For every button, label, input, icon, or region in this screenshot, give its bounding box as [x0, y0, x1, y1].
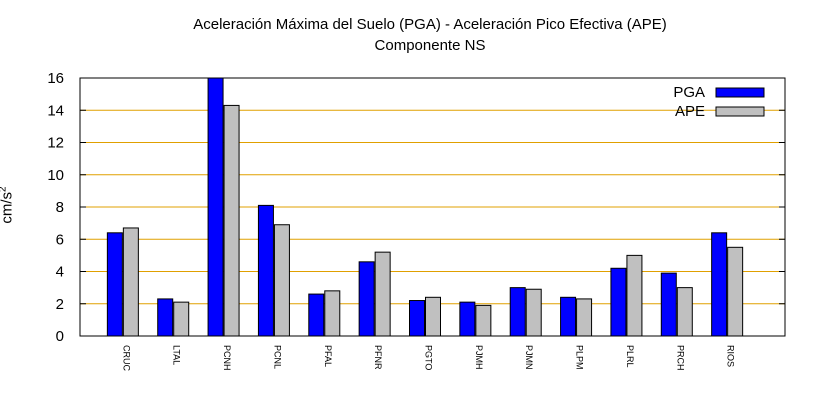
x-tick-label: PFAL [323, 345, 333, 367]
bar-ape [475, 304, 492, 337]
y-tick-label: 6 [56, 231, 64, 248]
bar-pga [106, 232, 123, 337]
y-tick-label: 2 [56, 296, 64, 313]
bar-pga [157, 298, 174, 337]
bar-pga [610, 267, 627, 337]
x-tick-label: LTAL [172, 345, 182, 365]
bar-ape [324, 290, 341, 337]
bar-ape [525, 288, 542, 337]
bar-ape [676, 287, 693, 337]
y-tick-label: 8 [56, 199, 64, 216]
x-tick-label: PCNL [272, 345, 282, 369]
bar-pga [257, 204, 274, 337]
bar-ape [122, 227, 139, 337]
bar-ape [626, 254, 643, 337]
bar-ape [425, 296, 441, 337]
x-tick-label: PRCH [675, 345, 685, 371]
bar-pga [358, 261, 375, 337]
bar-ape [273, 224, 290, 337]
bar-pga [660, 272, 677, 337]
y-tick-label: 14 [47, 102, 64, 119]
y-tick-label: 12 [47, 135, 64, 152]
y-tick-label: 4 [56, 264, 64, 281]
y-tick-label: 0 [56, 328, 64, 345]
bar-pga [409, 300, 425, 337]
chart-subtitle: Componente NS [374, 37, 486, 54]
bar-pga [207, 77, 224, 337]
y-tick-label: 10 [47, 167, 64, 184]
legend-label: APE [675, 103, 705, 120]
y-tick-label: 16 [47, 70, 64, 87]
bar-pga [711, 232, 728, 337]
bar-ape [173, 301, 190, 337]
bar-ape [576, 298, 593, 337]
x-tick-label: RIOS [726, 345, 736, 367]
bar-ape [223, 104, 240, 337]
x-tick-label: PGTO [424, 345, 434, 370]
bar-ape [374, 251, 391, 337]
legend-swatch [715, 106, 765, 117]
x-tick-label: PFNR [373, 345, 383, 370]
x-tick-label: PJMH [474, 345, 484, 370]
plot-frame [79, 77, 786, 337]
x-tick-label: PCNH [222, 345, 232, 371]
x-tick-label: PLPM [575, 345, 585, 370]
bar-pga [459, 301, 476, 337]
x-tick-label: PLRL [625, 345, 635, 368]
legend-label: PGA [673, 84, 705, 101]
x-tick-label: CRUC [121, 345, 131, 371]
bar-ape [727, 246, 744, 337]
bar-pga [308, 293, 325, 337]
legend-swatch [715, 87, 765, 98]
x-tick-label: PJMN [524, 345, 534, 370]
bar-pga [560, 296, 577, 337]
chart-title: Aceleración Máxima del Suelo (PGA) - Ace… [193, 16, 667, 33]
bar-pga [509, 287, 526, 337]
